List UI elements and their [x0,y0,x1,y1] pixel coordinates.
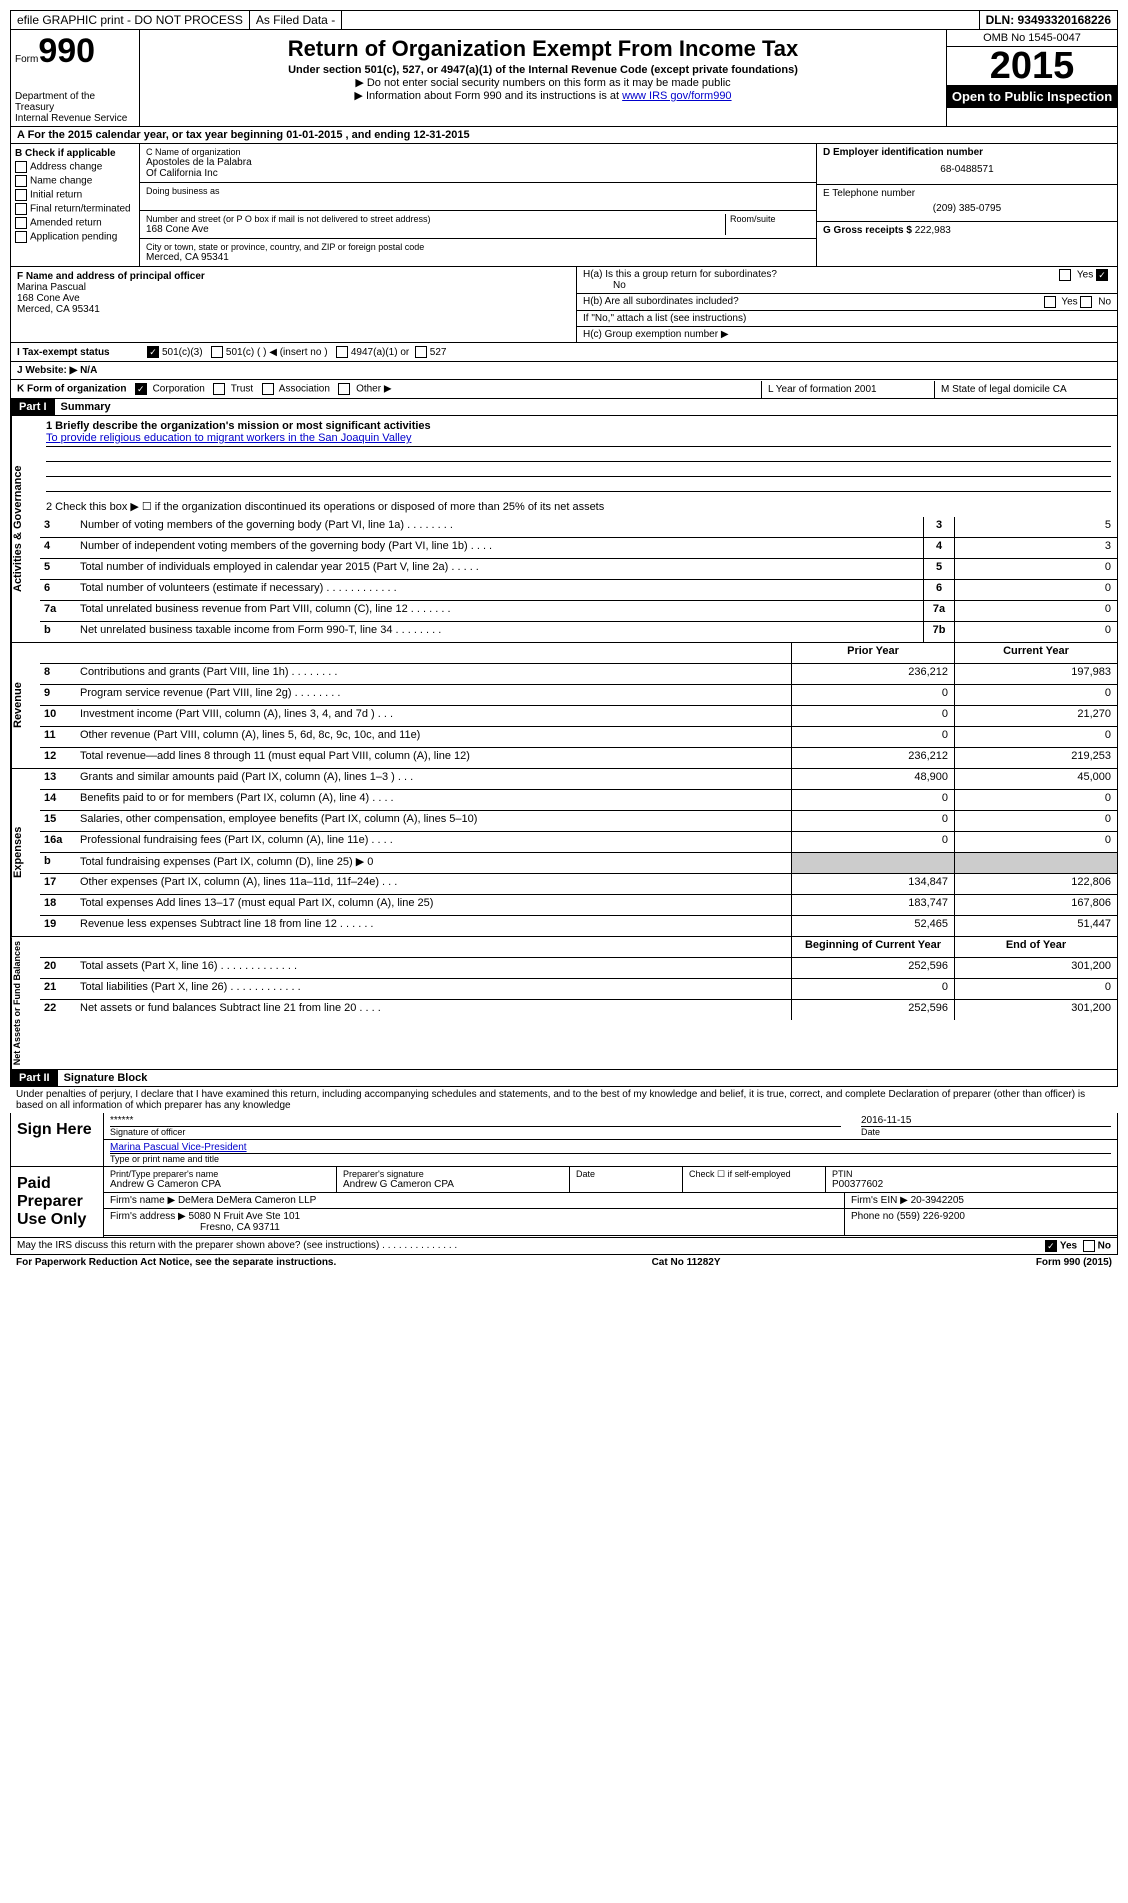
officer-print-name[interactable]: Marina Pascual Vice-President [110,1142,1111,1153]
header-sub2: ▶ Do not enter social security numbers o… [144,76,942,89]
corp-check[interactable]: ✓ [135,383,147,395]
section-bcdefg: B Check if applicable Address change Nam… [10,144,1118,267]
table-row: 7aTotal unrelated business revenue from … [40,601,1117,622]
table-row: 10Investment income (Part VIII, column (… [40,706,1117,727]
table-row: 14Benefits paid to or for members (Part … [40,790,1117,811]
table-row: 8Contributions and grants (Part VIII, li… [40,664,1117,685]
dept-treasury: Department of the Treasury [15,91,135,113]
table-row: 16aProfessional fundraising fees (Part I… [40,832,1117,853]
table-row: 4Number of independent voting members of… [40,538,1117,559]
table-row: 15Salaries, other compensation, employee… [40,811,1117,832]
table-row: 6Total number of volunteers (estimate if… [40,580,1117,601]
header-sub3: ▶ Information about Form 990 and its ins… [144,89,942,102]
hb-yes-check[interactable] [1044,296,1056,308]
row-f-h: F Name and address of principal officer … [10,267,1118,343]
firm-ein: 20-3942205 [911,1195,964,1206]
open-inspection: Open to Public Inspection [947,85,1117,108]
part1-header: Part I Summary [10,399,1118,416]
table-row: 22Net assets or fund balances Subtract l… [40,1000,1117,1020]
check-name-change[interactable] [15,175,27,187]
state-domicile: M State of legal domicile CA [934,381,1117,398]
as-filed: As Filed Data - [250,11,342,29]
officer-name: Marina Pascual [17,282,570,293]
side-revenue: Revenue [11,643,40,768]
check-initial-return[interactable] [15,189,27,201]
efile-notice: efile GRAPHIC print - DO NOT PROCESS [11,11,250,29]
gross-receipts: 222,983 [915,225,951,236]
sig-date: 2016-11-15 [861,1115,1111,1126]
ein: 68-0488571 [823,158,1111,181]
check-address-change[interactable] [15,161,27,173]
discuss-row: May the IRS discuss this return with the… [10,1238,1118,1255]
501c3-check[interactable]: ✓ [147,346,159,358]
net-assets-block: Net Assets or Fund Balances Beginning of… [10,937,1118,1070]
form-title: Return of Organization Exempt From Incom… [144,36,942,62]
row-klm: K Form of organization ✓ Corporation Tru… [10,380,1118,399]
table-row: 5Total number of individuals employed in… [40,559,1117,580]
perjury-text: Under penalties of perjury, I declare th… [10,1087,1118,1113]
footer: For Paperwork Reduction Act Notice, see … [10,1255,1118,1270]
org-street: 168 Cone Ave [146,224,725,235]
hb-no-check[interactable] [1080,296,1092,308]
form-number: 990 [38,32,95,70]
form-header: Form990 Department of the Treasury Inter… [10,30,1118,127]
row-i: I Tax-exempt status ✓ 501(c)(3) 501(c) (… [10,343,1118,362]
table-row: 19Revenue less expenses Subtract line 18… [40,916,1117,936]
activities-governance-block: Activities & Governance 1 Briefly descri… [10,416,1118,643]
check-amended[interactable] [15,217,27,229]
preparer-name: Andrew G Cameron CPA [110,1179,330,1190]
row-a-period: A For the 2015 calendar year, or tax yea… [10,127,1118,144]
phone: (209) 385-0795 [823,199,1111,218]
side-net-assets: Net Assets or Fund Balances [11,937,40,1069]
mission-text[interactable]: To provide religious education to migran… [46,432,1111,447]
table-row: bNet unrelated business taxable income f… [40,622,1117,642]
form-label: Form [15,54,38,65]
ptin: P00377602 [832,1179,1111,1190]
check-final-return[interactable] [15,203,27,215]
org-name-1: Apostoles de la Palabra [146,157,810,168]
signature-block: Sign Here ****** Signature of officer 20… [10,1113,1118,1238]
column-b-checks: B Check if applicable Address change Nam… [11,144,140,266]
irs-link[interactable]: www IRS gov/form990 [622,90,731,102]
preparer-phone: (559) 226-9200 [897,1211,965,1222]
discuss-yes[interactable]: ✓ [1045,1240,1057,1252]
irs-label: Internal Revenue Service [15,113,135,124]
part2-header: Part II Signature Block [10,1070,1118,1087]
org-name-2: Of California Inc [146,168,810,179]
table-row: 13Grants and similar amounts paid (Part … [40,769,1117,790]
discuss-no[interactable] [1083,1240,1095,1252]
table-row: 17Other expenses (Part IX, column (A), l… [40,874,1117,895]
table-row: 18Total expenses Add lines 13–17 (must e… [40,895,1117,916]
ha-yes-check[interactable] [1059,269,1071,281]
top-bar: efile GRAPHIC print - DO NOT PROCESS As … [10,10,1118,30]
revenue-block: Revenue Prior Year Current Year 8Contrib… [10,643,1118,769]
expenses-block: Expenses 13Grants and similar amounts pa… [10,769,1118,937]
table-row: 9Program service revenue (Part VIII, lin… [40,685,1117,706]
org-city: Merced, CA 95341 [146,252,810,263]
row-j-website: J Website: ▶ N/A [10,362,1118,380]
ha-no-check[interactable]: ✓ [1096,269,1108,281]
table-row: bTotal fundraising expenses (Part IX, co… [40,853,1117,874]
table-row: 11Other revenue (Part VIII, column (A), … [40,727,1117,748]
sign-here-label: Sign Here [11,1113,104,1166]
year-formation: L Year of formation 2001 [761,381,934,398]
dln: DLN: 93493320168226 [980,11,1117,29]
firm-name: DeMera DeMera Cameron LLP [178,1195,316,1206]
table-row: 3Number of voting members of the governi… [40,517,1117,538]
table-row: 21Total liabilities (Part X, line 26) . … [40,979,1117,1000]
side-activities: Activities & Governance [11,416,40,642]
table-row: 12Total revenue—add lines 8 through 11 (… [40,748,1117,768]
paid-preparer-label: Paid Preparer Use Only [11,1167,104,1237]
check-application-pending[interactable] [15,231,27,243]
table-row: 20Total assets (Part X, line 16) . . . .… [40,958,1117,979]
side-expenses: Expenses [11,769,40,936]
tax-year: 2015 [947,47,1117,85]
header-sub1: Under section 501(c), 527, or 4947(a)(1)… [144,64,942,76]
